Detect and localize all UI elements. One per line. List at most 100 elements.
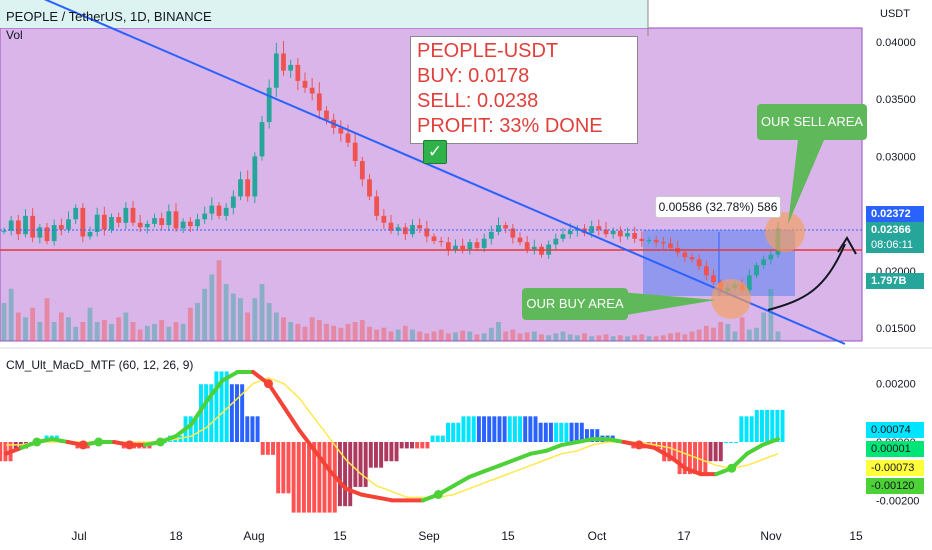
volume-bar — [109, 323, 114, 341]
macd-histogram-bar — [271, 442, 275, 455]
volume-bar — [266, 303, 272, 341]
candle-body — [460, 245, 466, 250]
volume-bar — [58, 312, 64, 341]
candle-body — [352, 142, 358, 161]
macd-histogram-bar — [235, 384, 239, 442]
time-tick-label: Aug — [243, 529, 264, 543]
candle-body — [424, 228, 430, 237]
macd-histogram-bar — [265, 442, 270, 455]
volume-bar — [309, 317, 315, 341]
volume-bar — [23, 317, 28, 341]
candle-body — [51, 225, 57, 242]
candle-body — [252, 156, 258, 197]
volume-bar — [51, 322, 57, 341]
macd-histogram-bar — [435, 435, 440, 442]
candle-body — [309, 87, 315, 94]
volume-bar — [30, 307, 36, 341]
volume-bar — [603, 334, 609, 341]
macd-line-segment — [312, 448, 333, 474]
macd-histogram-bar — [698, 442, 703, 475]
macd-histogram-bar — [718, 442, 723, 462]
volume-bar — [639, 334, 645, 341]
volume-bar — [116, 317, 122, 341]
volume-bar — [395, 329, 401, 341]
candle-body — [761, 259, 767, 266]
macd-histogram-bar — [471, 416, 476, 442]
macd-histogram-bar — [404, 442, 409, 449]
time-tick-label: 15 — [333, 529, 347, 543]
price-tag-last: 0.02366 — [866, 222, 924, 238]
volume-bar — [617, 335, 623, 341]
candle-body — [295, 64, 301, 81]
candle-body — [682, 252, 688, 258]
pair-name: PEOPLE-USDT — [417, 40, 559, 62]
volume-bar — [410, 329, 415, 341]
volume-bar — [187, 307, 193, 341]
macd-histogram-bar — [687, 442, 692, 475]
macd-histogram-bar — [497, 416, 502, 442]
candle-body — [388, 222, 394, 231]
indicator-label: CM_Ult_MacD_MTF (60, 12, 26, 9) — [6, 358, 194, 372]
volume-bar — [582, 333, 587, 341]
candle-body — [66, 219, 71, 230]
volume-bar — [560, 331, 566, 341]
volume-tag: 1.797B — [866, 273, 924, 289]
candle-body — [553, 238, 559, 245]
candle-body — [87, 231, 93, 237]
candle-body — [517, 237, 523, 243]
volume-bar — [223, 284, 229, 341]
candle-body — [668, 243, 673, 248]
volume-bar — [388, 331, 394, 341]
candle-body — [746, 275, 752, 291]
candle-body — [438, 241, 444, 243]
volume-bar — [754, 327, 759, 341]
time-tick-label: Nov — [760, 529, 781, 543]
volume-bar — [295, 323, 301, 341]
volume-bar — [216, 260, 222, 341]
macd-histogram-bar — [754, 409, 759, 442]
macd-histogram-bar — [420, 442, 425, 449]
volume-bar — [166, 326, 172, 341]
macd-histogram-bar — [384, 442, 389, 462]
candle-body — [646, 239, 652, 242]
macd-histogram-bar — [533, 416, 538, 442]
macd-tag-1: 0.00074 — [866, 422, 924, 438]
macd-tag-4: -0.00120 — [866, 478, 924, 494]
volume-bar — [682, 334, 688, 341]
volume-bar — [15, 312, 21, 341]
candle-body — [80, 207, 86, 237]
buy-highlight-circle — [711, 279, 751, 319]
macd-line-segment — [189, 399, 209, 427]
price-axis: 0.040000.035000.030000.025000.020000.015… — [876, 37, 916, 335]
macd-histogram-bar — [209, 384, 214, 442]
macd-line-segment — [528, 448, 549, 456]
candle-body — [539, 246, 544, 255]
volume-bar — [273, 312, 279, 341]
volume-bar — [689, 331, 695, 341]
volume-bar — [531, 331, 537, 341]
macd-cross-dot — [634, 440, 644, 450]
time-tick-label: Oct — [588, 529, 607, 543]
volume-bar — [8, 288, 14, 341]
volume-bar — [553, 333, 559, 341]
volume-bar — [245, 312, 251, 341]
macd-histogram-bar — [461, 416, 466, 442]
price-tag-upper: 0.02372 — [866, 206, 924, 222]
candle-body — [510, 228, 516, 238]
candle-body — [23, 215, 28, 235]
candle-body — [445, 242, 451, 251]
candle-body — [768, 254, 774, 260]
candle-body — [137, 222, 143, 228]
candle-body — [632, 233, 638, 239]
macd-cross-dot — [94, 437, 104, 447]
volume-bar — [230, 293, 236, 341]
macd-histogram-bar — [543, 422, 548, 442]
macd-line-segment — [374, 495, 394, 503]
volume-bar — [610, 336, 616, 341]
candle-body — [173, 211, 179, 229]
sell-area-callout: OUR SELL AREA — [757, 104, 867, 140]
macd-histogram-bar — [780, 409, 785, 442]
candle-body — [288, 64, 294, 71]
header-strip — [0, 0, 648, 28]
volume-bar — [632, 335, 638, 341]
